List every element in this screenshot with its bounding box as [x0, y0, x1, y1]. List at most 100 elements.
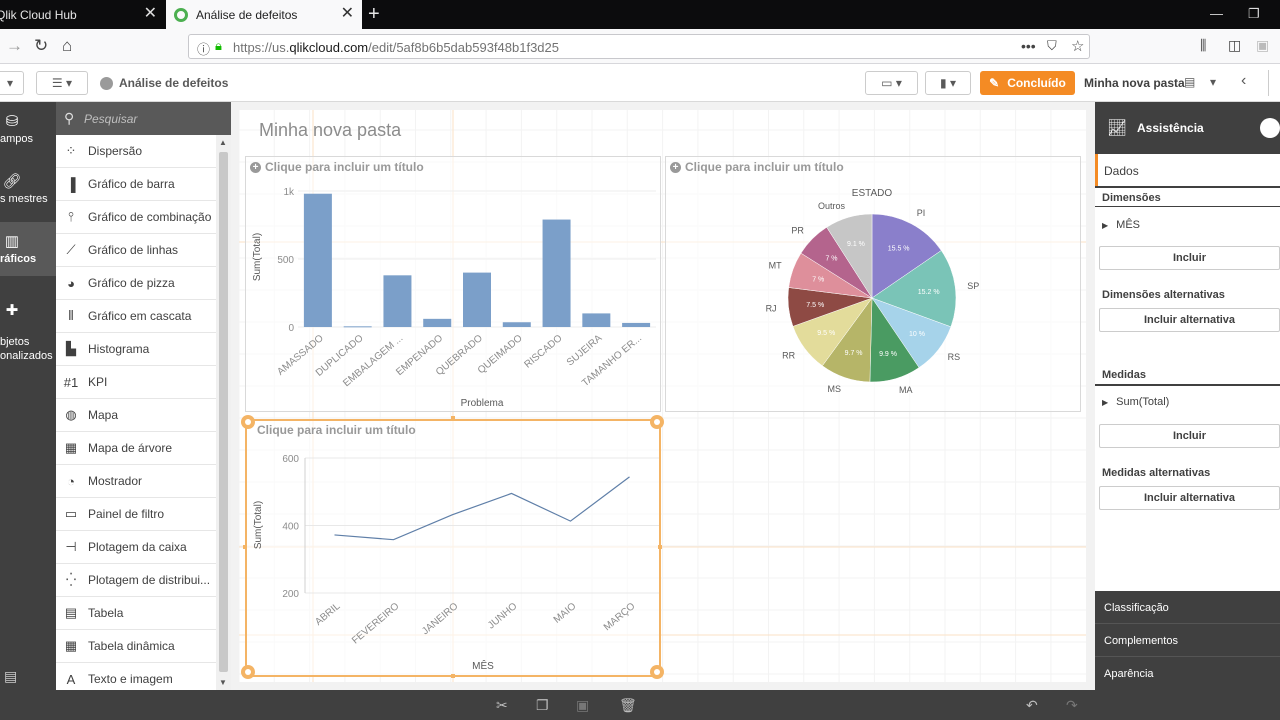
sheet-selector[interactable]: Minha nova pasta — [1084, 76, 1185, 90]
add-alt-dimension-button[interactable]: Incluir alternativa — [1099, 308, 1280, 332]
slice-value-label: 9.7 % — [845, 350, 863, 357]
reload-icon[interactable]: ↻ — [34, 36, 49, 55]
chart-list-item[interactable]: ▦ Tabela dinâmica — [56, 630, 216, 663]
section-label: Aparência — [1104, 668, 1154, 680]
nav-custom-objects[interactable]: ✚ bjetos onalizados — [0, 290, 56, 363]
bookmark-star-icon[interactable]: ☆ — [1071, 38, 1085, 55]
chart-title[interactable]: + Clique para incluir um título — [670, 160, 844, 174]
chart-list-item[interactable]: ▭ Painel de filtro — [56, 498, 216, 531]
section-appearance[interactable]: Aparência — [1095, 657, 1280, 690]
restore-icon[interactable]: ❐ — [1248, 6, 1260, 21]
chart-list-label: KPI — [88, 375, 108, 389]
nav-charts-label: ráficos — [0, 253, 37, 265]
bar-chart[interactable]: + Clique para incluir um título 0 500 1k AMA… — [245, 156, 661, 412]
section-addons[interactable]: Complementos — [1095, 624, 1280, 657]
forward-icon[interactable]: → — [6, 36, 23, 55]
dimension-item[interactable]: ▶ MÊS — [1102, 219, 1140, 231]
chart-list-item[interactable]: ◍ Mapa — [56, 399, 216, 432]
section-sorting[interactable]: Classificação — [1095, 591, 1280, 624]
x-tick-label: SUJEIRA — [565, 333, 605, 369]
chart-title[interactable]: Clique para incluir um título — [257, 423, 416, 437]
add-dimension-button[interactable]: Incluir — [1099, 246, 1280, 270]
navigation-menu-button[interactable]: ▾ — [0, 71, 24, 95]
measure-item[interactable]: ▶ Sum(Total) — [1102, 396, 1169, 408]
chart-list-item[interactable]: ▙ Histograma — [56, 333, 216, 366]
paste-icon[interactable]: ▣ — [576, 697, 590, 713]
new-tab-icon[interactable]: + — [368, 3, 380, 25]
library-icon[interactable]: ⫼ — [1200, 37, 1207, 53]
previous-sheet-icon[interactable]: ‹ — [1241, 72, 1247, 89]
pie-chart[interactable]: + Clique para incluir um título ESTADO 15.… — [665, 156, 1081, 412]
undo-icon[interactable]: ↶ — [1026, 697, 1038, 713]
bar — [622, 322, 651, 327]
sheet-label: Minha nova pasta — [1084, 76, 1185, 90]
tab-data[interactable]: Dados — [1095, 154, 1280, 186]
chart-list-item[interactable]: ▤ Tabela — [56, 597, 216, 630]
chart-title[interactable]: + Clique para incluir um título — [250, 160, 424, 174]
chevron-down-icon: ▾ — [895, 76, 902, 90]
chart-list-label: Mapa de árvore — [88, 441, 173, 455]
pocket-icon[interactable]: ⛉ — [1047, 38, 1057, 53]
extension-icon[interactable]: ▣ — [1256, 37, 1270, 53]
bookmark-button[interactable]: ▮ ▾ — [925, 71, 971, 95]
nav-fields[interactable]: ⛁ ampos — [0, 112, 56, 145]
card-icon[interactable]: ▤ — [4, 668, 18, 684]
close-icon[interactable]: ✕ — [340, 5, 354, 22]
slice-category-label: RS — [948, 352, 961, 362]
x-tick-label: JUNHO — [486, 601, 520, 632]
chart-list-item[interactable]: #1 KPI — [56, 366, 216, 399]
chart-list-item[interactable]: ◔ Mostrador — [56, 465, 216, 498]
sidebar-icon[interactable]: ◫ — [1228, 37, 1242, 53]
nav-charts[interactable]: ▥ ráficos — [0, 222, 56, 276]
sheet-title[interactable]: Minha nova pasta — [259, 120, 402, 140]
redo-icon[interactable]: ↷ — [1066, 697, 1078, 713]
asset-search-input[interactable]: ⚲ Pesquisar — [56, 102, 231, 135]
global-menu-button[interactable]: ☰ ▾ — [36, 71, 88, 95]
done-button[interactable]: ✎ Concluído — [980, 71, 1075, 95]
info-icon[interactable]: ⓘ — [197, 42, 211, 57]
add-icon: + — [250, 161, 261, 173]
chart-list-item[interactable]: ◕ Gráfico de pizza — [56, 267, 216, 300]
chart-list-item[interactable]: ⫴ Gráfico em cascata — [56, 300, 216, 333]
slice-value-label: 7 % — [825, 256, 837, 263]
url-bar[interactable]: ⓘ 🔒︎ https://us.qlikcloud.com/edit/5af8b… — [188, 34, 1090, 59]
delete-icon[interactable]: 🗑︎ — [619, 697, 637, 713]
browser-tab-analise[interactable]: Análise de defeitos ✕ — [166, 0, 362, 29]
properties-panel: 📈︎ Assistência Dados Dimensões ▶ MÊS Incl… — [1095, 102, 1280, 690]
minimize-icon[interactable]: — — [1210, 6, 1223, 21]
assistance-toggle[interactable] — [1260, 118, 1280, 138]
home-icon[interactable]: ⌂ — [62, 36, 73, 55]
chart-list-item[interactable]: ▐ Gráfico de barra — [56, 168, 216, 201]
bar-icon: ▐ — [66, 176, 76, 192]
divider — [1095, 384, 1280, 386]
line-chart-icon: 📈︎ — [1107, 120, 1128, 137]
add-alt-measure-button[interactable]: Incluir alternativa — [1099, 486, 1280, 510]
chart-title-label: Clique para incluir um título — [265, 160, 424, 174]
scroll-up-icon[interactable]: ▲ — [219, 138, 227, 147]
line-chart[interactable]: Clique para incluir um título 200 400 600 A… — [245, 419, 661, 677]
chevron-down-icon[interactable]: ▾ — [1210, 75, 1217, 89]
tab-label: Análise de defeitos — [196, 7, 298, 22]
browser-tab-qlik-hub[interactable]: Qlik Cloud Hub ✕ — [0, 0, 165, 29]
close-icon[interactable]: ✕ — [143, 5, 157, 22]
copy-icon[interactable]: ❐ — [536, 697, 549, 713]
chart-list-item[interactable]: ⁘ Dispersão — [56, 135, 216, 168]
more-icon[interactable]: ••• — [1021, 38, 1036, 54]
kpi-icon: #1 — [63, 374, 79, 390]
slice-category-label: PI — [917, 208, 926, 218]
chart-list-item[interactable]: ⊣ Plotagem da caixa — [56, 531, 216, 564]
story-button[interactable]: ▭ ▾ — [865, 71, 918, 95]
add-measure-button[interactable]: Incluir — [1099, 424, 1280, 448]
chart-list-item[interactable]: ⟋ Gráfico de linhas — [56, 234, 216, 267]
cut-icon[interactable]: ✂ — [496, 697, 508, 713]
chart-list-item[interactable]: ⫯ Gráfico de combinação — [56, 201, 216, 234]
scroll-down-icon[interactable]: ▼ — [219, 678, 227, 687]
nav-master-items[interactable]: 🔗︎ s mestres — [0, 172, 56, 205]
chart-list-label: Plotagem da caixa — [88, 540, 187, 554]
x-tick-label: MAIO — [552, 601, 579, 626]
scrollbar-thumb[interactable] — [219, 152, 228, 672]
chart-list-item[interactable]: ▦ Mapa de árvore — [56, 432, 216, 465]
chart-list-item[interactable]: ⁛ Plotagem de distribui... — [56, 564, 216, 597]
add-alt-label: Incluir alternativa — [1143, 314, 1236, 326]
